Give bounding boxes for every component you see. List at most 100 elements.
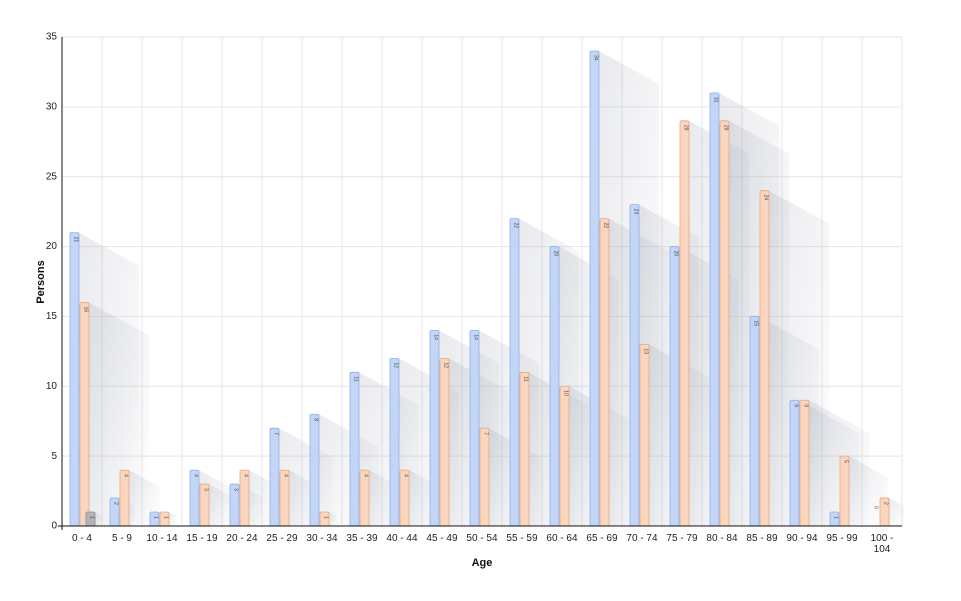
bar-shadow bbox=[209, 484, 233, 526]
bar[interactable] bbox=[439, 357, 450, 527]
x-tick-label: 55 - 59 bbox=[506, 533, 538, 544]
bar-value-label: 16 bbox=[83, 306, 89, 312]
bar[interactable] bbox=[309, 413, 320, 527]
x-tick-label: 25 - 29 bbox=[266, 533, 298, 544]
bar-value-label: 31 bbox=[713, 97, 719, 103]
x-tick-label: 45 - 49 bbox=[426, 533, 458, 544]
y-tick-label: 10 bbox=[46, 381, 58, 392]
bar[interactable] bbox=[279, 469, 290, 527]
bar-value-label: 23 bbox=[633, 209, 639, 215]
bar-value-label: 22 bbox=[603, 223, 609, 229]
bar-shadows bbox=[79, 50, 905, 527]
bar[interactable] bbox=[799, 399, 810, 527]
bar[interactable] bbox=[629, 204, 640, 527]
bar-value-label: 29 bbox=[683, 125, 689, 131]
bar[interactable] bbox=[469, 329, 480, 527]
bar[interactable] bbox=[709, 92, 720, 527]
bar-value-label: 8 bbox=[313, 418, 319, 421]
bar-value-label: 11 bbox=[353, 376, 359, 381]
bar-value-label: 4 bbox=[123, 474, 129, 477]
bar-shadow bbox=[889, 498, 905, 526]
bar-value-label: 5 bbox=[843, 460, 849, 463]
bar[interactable] bbox=[679, 120, 690, 527]
y-tick-label: 25 bbox=[46, 171, 58, 182]
bar-value-label: 13 bbox=[643, 348, 649, 354]
x-tick-label: 80 - 84 bbox=[706, 533, 738, 544]
bar[interactable] bbox=[479, 427, 490, 527]
bar-value-label: 14 bbox=[433, 334, 439, 340]
x-tick-label: 40 - 44 bbox=[386, 533, 418, 544]
bar-value-label: 29 bbox=[723, 125, 729, 131]
bar[interactable] bbox=[789, 399, 800, 527]
bar[interactable] bbox=[189, 469, 200, 527]
bar[interactable] bbox=[79, 302, 90, 527]
bar[interactable] bbox=[119, 469, 130, 527]
bar-value-label: 34 bbox=[593, 55, 599, 61]
x-tick-label: 60 - 64 bbox=[546, 533, 578, 544]
bar[interactable] bbox=[149, 511, 160, 527]
bar[interactable] bbox=[389, 357, 400, 527]
bar[interactable] bbox=[669, 246, 680, 527]
bar[interactable] bbox=[429, 329, 440, 527]
bar-shadow bbox=[849, 456, 888, 526]
bar-value-label: 2 bbox=[883, 502, 889, 505]
x-tick-label: 35 - 39 bbox=[346, 533, 378, 544]
bar[interactable] bbox=[159, 511, 170, 527]
bar-value-label: 1 bbox=[89, 516, 95, 519]
x-axis-title: Age bbox=[472, 557, 493, 569]
y-tick-label: 30 bbox=[46, 101, 58, 112]
bar[interactable] bbox=[549, 246, 560, 527]
x-tick-label: 85 - 89 bbox=[746, 533, 778, 544]
bar[interactable] bbox=[839, 455, 850, 527]
bar-value-label: 12 bbox=[443, 362, 449, 368]
bar[interactable] bbox=[399, 469, 410, 527]
bar[interactable] bbox=[829, 511, 840, 527]
bar[interactable] bbox=[589, 50, 600, 527]
x-tick-label: 0 - 4 bbox=[72, 533, 92, 544]
bar[interactable] bbox=[359, 469, 370, 527]
bar[interactable] bbox=[719, 120, 730, 527]
bar[interactable] bbox=[759, 190, 770, 527]
bar-value-label: 1 bbox=[833, 516, 839, 519]
bar-shadow bbox=[95, 512, 103, 526]
bar-value-label: 2 bbox=[113, 502, 119, 505]
bar[interactable] bbox=[559, 385, 570, 527]
bar-value-label: 12 bbox=[393, 362, 399, 368]
x-tick-label: 75 - 79 bbox=[666, 533, 698, 544]
bar-value-label: 3 bbox=[233, 488, 239, 491]
bar[interactable] bbox=[319, 511, 330, 527]
bar[interactable] bbox=[599, 218, 610, 527]
bar-value-label: 1 bbox=[323, 516, 329, 519]
bar-value-label: 20 bbox=[553, 251, 559, 257]
y-tick-label: 15 bbox=[46, 311, 58, 322]
bar-value-label: 24 bbox=[763, 195, 769, 201]
y-tick-label: 5 bbox=[51, 451, 57, 462]
x-tick-label: 10 - 14 bbox=[146, 533, 178, 544]
bar-shadow bbox=[169, 512, 177, 526]
bar-shadow bbox=[89, 302, 149, 526]
bar[interactable] bbox=[69, 232, 80, 527]
bar[interactable] bbox=[749, 316, 760, 527]
bar-value-label: 9 bbox=[803, 404, 809, 407]
bar-value-label: 4 bbox=[363, 474, 369, 477]
bar-value-label: 22 bbox=[513, 223, 519, 229]
bar[interactable] bbox=[509, 218, 520, 527]
bar-value-label: 15 bbox=[753, 320, 759, 326]
x-tick-label: 90 - 94 bbox=[786, 533, 818, 544]
bar-value-label: 21 bbox=[73, 237, 79, 243]
y-tick-label: 35 bbox=[46, 32, 58, 43]
y-tick-label: 20 bbox=[46, 241, 58, 252]
bar-value-label: 4 bbox=[283, 474, 289, 477]
bar-value-label: 7 bbox=[483, 432, 489, 435]
bar[interactable] bbox=[519, 371, 530, 527]
bar[interactable] bbox=[349, 371, 360, 527]
bar-value-label: 7 bbox=[273, 432, 279, 435]
bar[interactable] bbox=[239, 469, 250, 527]
y-tick-label: 0 bbox=[51, 521, 57, 532]
bar[interactable] bbox=[269, 427, 280, 527]
bar[interactable] bbox=[85, 511, 96, 527]
bar[interactable] bbox=[639, 343, 650, 527]
bar-value-label: 4 bbox=[193, 474, 199, 477]
